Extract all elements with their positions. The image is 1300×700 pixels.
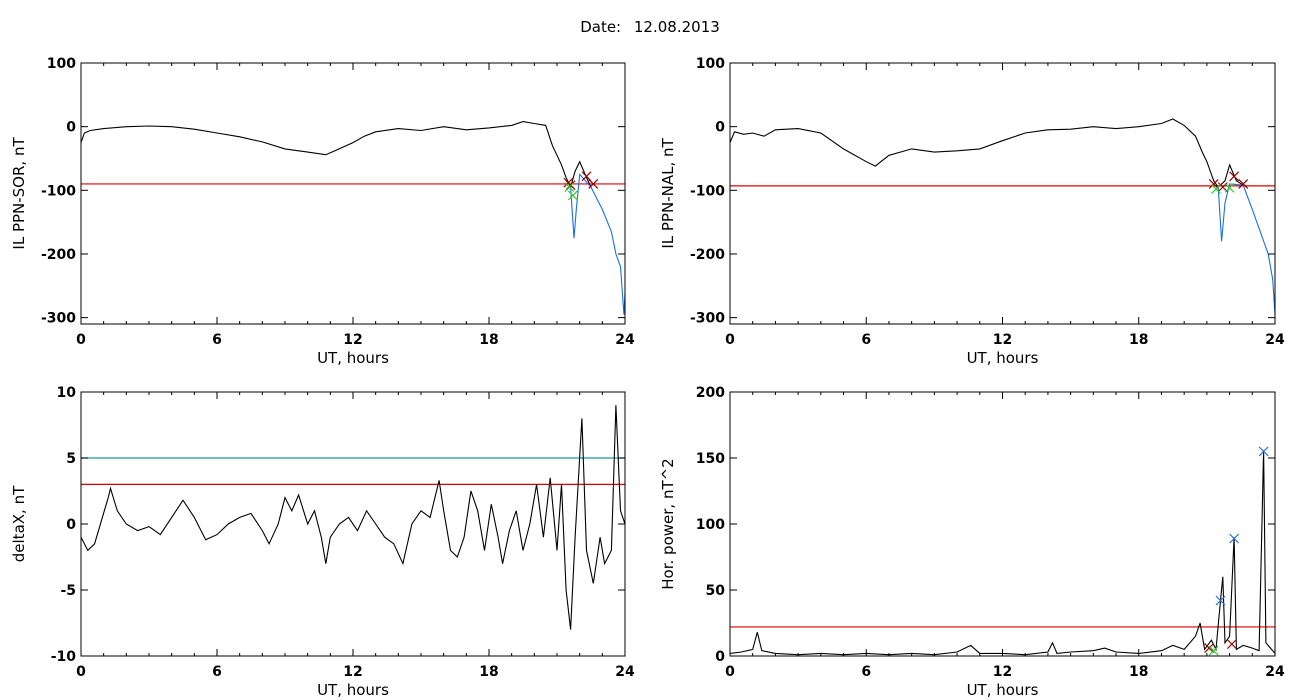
x-tick-label: 0 (725, 664, 735, 680)
event-marker (588, 179, 599, 189)
x-axis-label: UT, hours (317, 349, 389, 367)
y-tick-label: 0 (66, 517, 76, 533)
event-marker (564, 182, 575, 193)
series-line-black (81, 121, 592, 189)
panel-il-ppn-nal: 0 6 12 18 24 100 0 -100 -200 -300 UT, hours IL PPN-… (659, 56, 1285, 367)
series-line-black (730, 118, 1244, 188)
event-marker (1215, 595, 1226, 606)
y-axis-label: deltaX, nT (10, 485, 28, 562)
x-tick-label: 12 (993, 332, 1012, 348)
x-tick-label: 6 (861, 332, 871, 348)
y-tick-label: 10 (57, 385, 77, 401)
panel-deltax: 0 6 12 18 24 10 5 0 -5 -10 UT, hours deltaX, nT (10, 385, 635, 699)
x-tick-label: 12 (343, 332, 362, 348)
x-tick-label: 6 (861, 664, 871, 680)
x-tick-label: 18 (479, 332, 498, 348)
y-tick-label: 0 (66, 120, 76, 136)
y-tick-label: -300 (41, 311, 76, 327)
event-marker (1258, 446, 1269, 457)
y-tick-label: 100 (696, 517, 725, 533)
series-line-black (730, 450, 1275, 656)
plot-frame (80, 62, 626, 325)
event-marker (567, 190, 578, 201)
x-axis-label: UT, hours (317, 681, 389, 699)
x-tick-label: 6 (212, 664, 222, 680)
y-tick-label: -100 (690, 183, 725, 199)
x-tick-label: 18 (479, 664, 498, 680)
event-marker (1224, 182, 1235, 193)
y-tick-label: 100 (47, 56, 76, 72)
figure-header: Date: 12.08.2013 (0, 18, 1300, 36)
y-axis-label: IL PPN-NAL, nT (659, 138, 677, 249)
y-tick-label: 0 (715, 649, 725, 665)
date-label: Date: (580, 18, 622, 36)
x-tick-label: 6 (212, 332, 222, 348)
panel-il-ppn-sor: 0 6 12 18 24 100 0 -100 -200 -300 UT, hours IL PPN-… (10, 56, 635, 367)
y-tick-label: -100 (41, 183, 76, 199)
plot-frame (729, 62, 1276, 325)
y-axis-label: IL PPN-SOR, nT (10, 137, 28, 250)
y-tick-label: -300 (690, 311, 725, 327)
x-tick-label: 24 (615, 332, 635, 348)
event-marker (1229, 533, 1240, 544)
x-tick-label: 12 (993, 664, 1012, 680)
x-tick-label: 0 (725, 332, 735, 348)
x-axis-label: UT, hours (967, 349, 1039, 367)
y-tick-label: 5 (66, 451, 76, 467)
x-tick-label: 24 (1265, 664, 1285, 680)
y-tick-label: 0 (715, 120, 725, 136)
plot-frame (729, 391, 1276, 657)
y-tick-label: -200 (41, 247, 76, 263)
y-tick-label: -10 (51, 649, 77, 665)
x-tick-label: 24 (615, 664, 635, 680)
y-axis-label: Hor. power, nT^2 (659, 458, 677, 589)
x-tick-label: 18 (1129, 332, 1148, 348)
y-tick-label: 100 (696, 56, 725, 72)
panel-hor-power: 0 6 12 18 24 200 150 100 50 0 UT, hours Hor. power,… (659, 385, 1285, 699)
x-tick-label: 0 (76, 332, 86, 348)
event-marker (1211, 184, 1221, 194)
x-tick-label: 0 (76, 664, 86, 680)
y-tick-label: 200 (696, 385, 725, 401)
y-tick-label: -5 (60, 583, 76, 599)
event-marker (1238, 179, 1249, 189)
x-tick-label: 12 (343, 664, 362, 680)
event-marker (1229, 171, 1240, 182)
y-tick-label: 50 (706, 583, 726, 599)
series-line-blue (1217, 183, 1275, 315)
series-line-black (81, 405, 625, 630)
series-line-blue (570, 173, 625, 315)
y-tick-label: 150 (696, 451, 725, 467)
event-marker (1208, 645, 1219, 656)
event-marker (1226, 639, 1237, 650)
event-marker (1204, 643, 1215, 654)
event-marker (1208, 179, 1219, 189)
x-axis-label: UT, hours (967, 681, 1039, 699)
x-tick-label: 24 (1265, 332, 1285, 348)
date-value: 12.08.2013 (633, 18, 720, 36)
y-tick-label: -200 (690, 247, 725, 263)
x-tick-label: 18 (1129, 664, 1148, 680)
